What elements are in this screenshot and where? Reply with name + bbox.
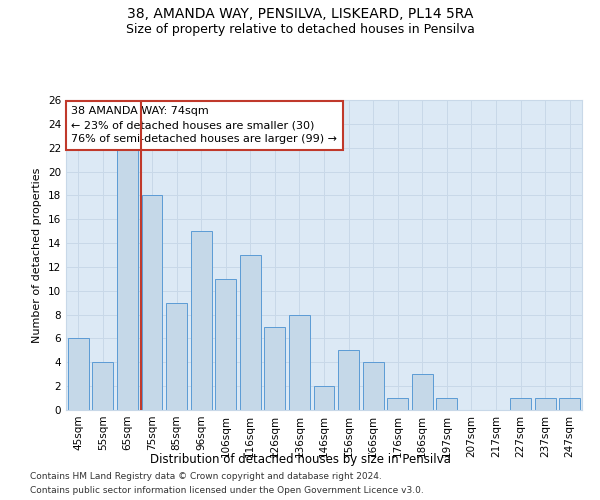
Bar <box>338 350 359 410</box>
Bar <box>412 374 433 410</box>
Bar <box>387 398 408 410</box>
Bar <box>215 279 236 410</box>
Text: Distribution of detached houses by size in Pensilva: Distribution of detached houses by size … <box>149 452 451 466</box>
Bar <box>535 398 556 410</box>
Bar <box>142 196 163 410</box>
Bar <box>436 398 457 410</box>
Bar <box>362 362 383 410</box>
Bar <box>117 148 138 410</box>
Bar <box>289 314 310 410</box>
Text: Size of property relative to detached houses in Pensilva: Size of property relative to detached ho… <box>125 22 475 36</box>
Bar <box>92 362 113 410</box>
Bar <box>166 302 187 410</box>
Bar <box>265 326 286 410</box>
Text: 38 AMANDA WAY: 74sqm
← 23% of detached houses are smaller (30)
76% of semi-detac: 38 AMANDA WAY: 74sqm ← 23% of detached h… <box>71 106 337 144</box>
Bar <box>559 398 580 410</box>
Bar <box>510 398 531 410</box>
Bar <box>240 255 261 410</box>
Text: Contains HM Land Registry data © Crown copyright and database right 2024.: Contains HM Land Registry data © Crown c… <box>30 472 382 481</box>
Text: Contains public sector information licensed under the Open Government Licence v3: Contains public sector information licen… <box>30 486 424 495</box>
Text: 38, AMANDA WAY, PENSILVA, LISKEARD, PL14 5RA: 38, AMANDA WAY, PENSILVA, LISKEARD, PL14… <box>127 8 473 22</box>
Bar <box>314 386 334 410</box>
Bar <box>191 231 212 410</box>
Bar <box>68 338 89 410</box>
Y-axis label: Number of detached properties: Number of detached properties <box>32 168 43 342</box>
